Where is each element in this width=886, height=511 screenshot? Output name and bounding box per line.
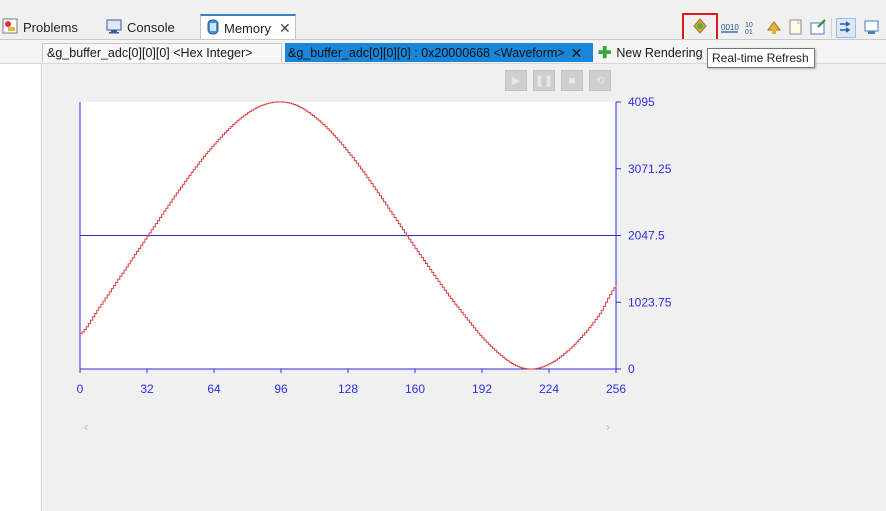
toolbar-separator (831, 18, 832, 38)
y-tick-label: 4095 (628, 95, 655, 109)
tooltip-text: Real-time Refresh (712, 51, 809, 65)
new-page-icon (787, 18, 805, 39)
binary-icon: 0010 (721, 18, 739, 39)
play-button[interactable]: ▶ (505, 70, 527, 91)
play-icon: ▶ (511, 75, 521, 87)
waveform-series-line (80, 101, 617, 370)
sync-icon (765, 18, 783, 39)
x-tick-label: 0 (77, 382, 84, 396)
x-tick-label: 224 (539, 382, 559, 396)
binary-button[interactable]: 0010 (720, 18, 740, 38)
svg-text:10: 10 (745, 22, 753, 29)
new-rendering-tab[interactable]: ✚ New Rendering (598, 43, 718, 62)
monitors-pane: ✖ ✖ (0, 40, 42, 511)
close-icon[interactable]: ✕ (278, 20, 291, 36)
close-icon[interactable]: ✕ (570, 44, 583, 61)
x-tick-label: 128 (338, 382, 358, 396)
svg-text:01: 01 (745, 29, 753, 36)
view-tab-bar: Problems Console Memory ✕ 0010 10 01 (0, 0, 886, 41)
horizontal-scrollbar[interactable]: ‹ › (80, 418, 618, 436)
hex-integer-rendering-label: &g_buffer_adc[0][0][0] <Hex Integer> (47, 46, 253, 60)
linked-icon (838, 19, 854, 38)
svg-text:0010: 0010 (721, 23, 739, 32)
loop-icon: ⟲ (595, 75, 605, 87)
x-tick-label: 256 (606, 382, 626, 396)
scroll-left-icon[interactable]: ‹ (84, 420, 88, 434)
loop-button[interactable]: ⟲ (589, 70, 611, 91)
transport-controls: ▶ ❚❚ ■ ⟲ (505, 70, 617, 92)
new-page-button[interactable] (786, 18, 806, 38)
x-tick-label: 96 (274, 382, 288, 396)
tab-memory-label: Memory (224, 20, 271, 36)
tab-memory[interactable]: Memory ✕ (200, 14, 296, 40)
y-tick-label: 0 (628, 362, 635, 376)
waveform-rendering-label: &g_buffer_adc[0][0][0] : 0x20000668 <Wav… (288, 45, 565, 60)
sync-button[interactable] (764, 18, 784, 38)
stop-icon: ■ (568, 74, 576, 87)
export-icon (809, 18, 827, 39)
tab-problems[interactable]: Problems (2, 15, 100, 40)
tab-problems-label: Problems (23, 20, 78, 35)
binary-2-button[interactable]: 10 01 (743, 18, 763, 38)
new-rendering-label: New Rendering (616, 45, 703, 60)
y-tick-label: 2047.5 (628, 229, 665, 243)
view-menu-button[interactable] (862, 18, 882, 38)
pause-button[interactable]: ❚❚ (533, 70, 555, 91)
x-tick-label: 32 (140, 382, 154, 396)
console-icon (106, 18, 122, 37)
tooltip: Real-time Refresh (707, 48, 815, 68)
stop-button[interactable]: ■ (561, 70, 583, 91)
tab-bar-divider (0, 39, 886, 40)
scroll-right-icon[interactable]: › (606, 420, 610, 434)
x-tick-label: 160 (405, 382, 425, 396)
binary-icon-2: 10 01 (744, 18, 762, 39)
problems-icon (2, 18, 18, 37)
y-tick-label: 3071.25 (628, 162, 672, 176)
plus-icon: ✚ (598, 44, 612, 62)
pause-icon: ❚❚ (534, 75, 554, 87)
link-button[interactable] (836, 18, 856, 38)
tab-console[interactable]: Console (106, 15, 198, 40)
waveform-rendering-tab[interactable]: &g_buffer_adc[0][0][0] : 0x20000668 <Wav… (285, 43, 593, 62)
view-menu-icon (863, 18, 881, 39)
x-tick-label: 64 (207, 382, 221, 396)
memory-icon (207, 19, 219, 38)
export-button[interactable] (808, 18, 828, 38)
refresh-icon (691, 17, 709, 38)
y-tick-label: 1023.75 (628, 295, 672, 309)
tab-console-label: Console (127, 20, 175, 35)
hex-integer-rendering-tab[interactable]: &g_buffer_adc[0][0][0] <Hex Integer> (42, 43, 282, 62)
x-tick-label: 192 (472, 382, 492, 396)
